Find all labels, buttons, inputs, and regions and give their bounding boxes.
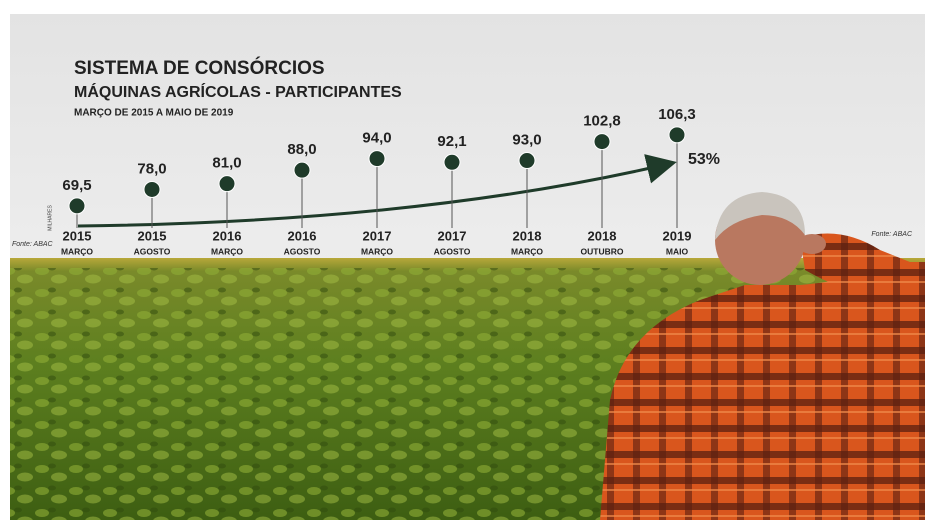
x-tick-label: 2016	[213, 228, 242, 243]
x-tick-sublabel: MARÇO	[211, 246, 243, 256]
value-label: 102,8	[583, 113, 621, 130]
x-tick-label: 2017	[363, 228, 392, 243]
annotation: 53%	[688, 151, 720, 168]
source: Fonte: ABAC	[12, 241, 54, 248]
data-point	[68, 197, 86, 215]
x-tick-label: 2015	[63, 228, 92, 243]
x-tick-label: 2018	[588, 228, 617, 243]
source: Fonte: ABAC	[871, 231, 913, 238]
value-label: 92,1	[437, 133, 466, 150]
value-label: 81,0	[212, 155, 241, 172]
data-point	[518, 152, 536, 170]
value-label: 93,0	[512, 131, 541, 148]
data-point	[293, 161, 311, 179]
data-point	[218, 175, 236, 193]
data-point	[593, 133, 611, 151]
growth-arrow	[77, 154, 677, 228]
value-label: 78,0	[137, 160, 166, 177]
x-tick-label: 2019	[663, 228, 692, 243]
value-label: 88,0	[287, 141, 316, 158]
x-tick-sublabel: AGOSTO	[134, 246, 171, 256]
x-tick-sublabel: AGOSTO	[284, 246, 321, 256]
x-tick-sublabel: MARÇO	[511, 246, 543, 256]
x-tick-label: 2018	[513, 228, 542, 243]
x-tick-sublabel: MARÇO	[61, 246, 93, 256]
value-label: 106,3	[658, 106, 696, 123]
x-tick-sublabel: OUTUBRO	[581, 246, 624, 256]
x-tick-sublabel: AGOSTO	[434, 246, 471, 256]
x-tick-sublabel: MAIO	[666, 246, 689, 256]
x-tick-label: 2015	[138, 228, 167, 243]
title: SISTEMA DE CONSÓRCIOS	[74, 57, 325, 79]
x-tick-sublabel: MARÇO	[361, 246, 393, 256]
unit-label: MILHARES	[47, 205, 53, 231]
data-point	[443, 153, 461, 171]
value-label: 94,0	[362, 130, 391, 147]
value-label: 69,5	[62, 177, 91, 194]
x-tick-label: 2016	[288, 228, 317, 243]
farmer	[600, 192, 925, 520]
data-point	[668, 126, 686, 144]
data-point	[368, 150, 386, 168]
data-point	[143, 180, 161, 198]
period: MARÇO DE 2015 A MAIO DE 2019	[74, 108, 234, 119]
subtitle: MÁQUINAS AGRÍCOLAS - PARTICIPANTES	[74, 82, 402, 101]
x-tick-label: 2017	[438, 228, 467, 243]
